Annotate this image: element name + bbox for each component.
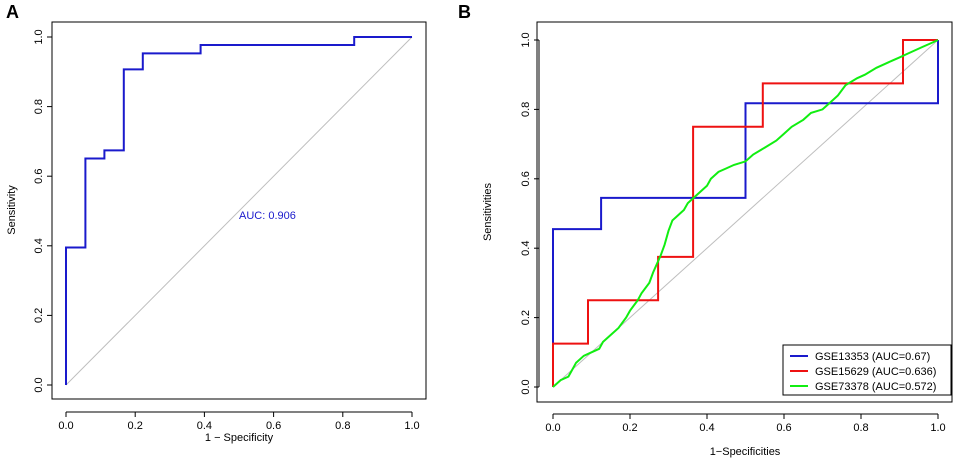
panel-b-y-axis: 0.0 0.2 0.4 0.6 0.8 1.0	[520, 32, 540, 395]
panel-a-auc-annotation: AUC: 0.906	[239, 210, 296, 222]
panel-b: B 0.00.20.40.60.81.0 0.0 0.2 0.4 0.6 0.8 1.0 …	[458, 2, 953, 458]
panel-b-roc-curve-1	[552, 40, 939, 387]
panel-a-y-tick-label: 1.0	[33, 29, 45, 44]
panel-a-x-tick-label: 0.4	[197, 420, 212, 432]
panel-b-x-tick-label: 0.2	[622, 422, 637, 434]
panel-b-x-tick-label: 0.8	[853, 422, 868, 434]
panel-a-x-tick-label: 0.6	[266, 420, 281, 432]
legend-box	[782, 344, 952, 396]
panel-a-x-axis-label: 1 − Specificity	[205, 432, 274, 444]
panel-a-y-tick-label: 0.8	[33, 99, 45, 114]
panel-a-y-axis-label: Sensitivity	[6, 185, 18, 235]
panel-a-y-tick-label: 0.6	[33, 169, 45, 184]
panel-b-y-tick-label: 0.6	[520, 171, 532, 186]
panel-b-y-tick-label: 0.8	[520, 102, 532, 117]
panel-b-x-axis-label: 1−Specificities	[710, 446, 781, 458]
panel-a-x-tick-label: 0.0	[58, 420, 73, 432]
panel-b-x-tick-label: 0.0	[545, 422, 560, 434]
panel-b-letter: B	[458, 2, 471, 22]
panel-b-y-tick-label: 0.2	[520, 310, 532, 325]
panel-b-series-group	[552, 39, 939, 388]
panel-a-y-tick-label: 0.4	[33, 238, 45, 253]
panel-a-roc-curve-1	[65, 36, 412, 385]
panel-b-y-tick-label: 1.0	[520, 32, 532, 47]
panel-a-series-group	[65, 36, 412, 385]
panel-a-x-tick-label: 0.8	[335, 420, 350, 432]
legend-entry-label: GSE73378 (AUC=0.572)	[815, 381, 936, 393]
panel-a-x-tick-label: 0.2	[128, 420, 143, 432]
panel-b-roc-curve-2	[552, 39, 938, 387]
panel-a-y-tick-label: 0.2	[33, 308, 45, 323]
panel-a-y-tick-label: 0.0	[33, 377, 45, 392]
panel-b-roc-curve-3	[552, 39, 939, 388]
panel-b-x-tick-label: 1.0	[930, 422, 945, 434]
panel-a-x-axis: 0.0 0.2 0.4 0.6 0.8 1.0	[58, 411, 420, 432]
panel-b-plot-box	[536, 21, 953, 403]
panel-b-y-axis-label: Sensitivities	[482, 182, 494, 241]
panel-b-x-axis: 0.0 0.2 0.4 0.6 0.8 1.0	[545, 413, 946, 434]
panel-a-reference-diagonal	[65, 36, 413, 386]
legend-entry-label: GSE15629 (AUC=0.636)	[815, 366, 936, 378]
panel-b-legend: GSE13353 (AUC=0.67) GSE15629 (AUC=0.636) G…	[782, 344, 952, 396]
panel-a-letter: A	[6, 2, 19, 22]
panel-b-x-tick-label: 0.6	[776, 422, 791, 434]
panel-b-y-tick-label: 0.4	[520, 241, 532, 256]
panel-a-x-tick-label: 1.0	[404, 420, 419, 432]
panel-b-x-tick-label: 0.4	[699, 422, 714, 434]
legend-entry-label: GSE13353 (AUC=0.67)	[815, 351, 930, 363]
panel-b-y-tick-label: 0.0	[520, 379, 532, 394]
panel-a-y-axis: 0.0 0.2 0.4 0.6 0.8 1.0	[33, 29, 53, 393]
panel-a: A 0.00.20.40.60.81.0 0.0 0.2 0.4 0.6 0.8 1.0 …	[6, 2, 427, 444]
